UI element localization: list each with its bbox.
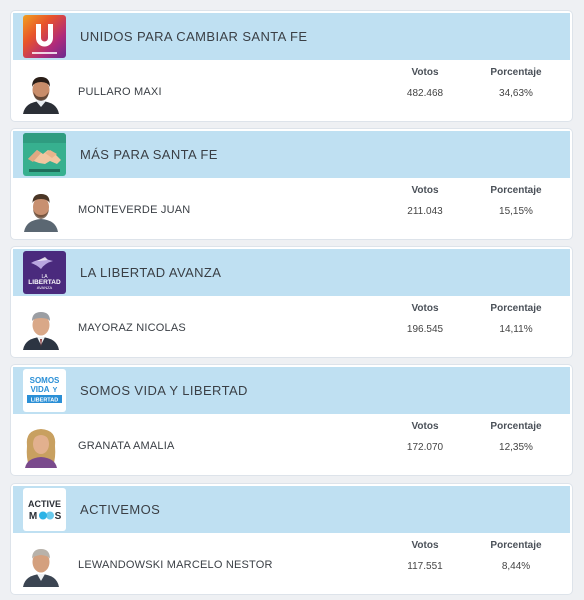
votos-value: 196.545 — [406, 324, 444, 335]
somos-vida-logo: SOMOS VIDA Y LIBERTAD — [23, 369, 66, 412]
party-header: SOMOS VIDA Y LIBERTAD SOMOS VIDA Y LIBER… — [13, 367, 570, 414]
votos-value: 117.551 — [407, 561, 443, 572]
logo-text: SOMOS — [30, 376, 60, 385]
votos-value: 482.468 — [406, 88, 444, 99]
logo-text: LIBERTAD — [28, 279, 61, 286]
candidate-photo — [19, 188, 63, 232]
candidate-name: PULLARO MAXI — [78, 86, 162, 98]
party-header: LA LIBERTAD AVANZA LA LIBERTAD AVANZA — [13, 249, 570, 296]
candidate-photo — [19, 306, 63, 350]
porcentaje-header: Porcentaje — [490, 303, 542, 314]
votos-header: Votos — [411, 185, 439, 196]
votos-header: Votos — [411, 67, 439, 78]
logo-text: VIDA — [30, 385, 49, 394]
party-name: SOMOS VIDA Y LIBERTAD — [80, 383, 248, 398]
logo-text: LA — [41, 274, 48, 280]
porcentaje-value: 15,15% — [499, 206, 533, 217]
porcentaje-header: Porcentaje — [490, 67, 542, 78]
party-header: MÁS PARA SANTA FE — [13, 131, 570, 178]
candidate-name: MAYORAZ NICOLAS — [78, 322, 186, 334]
candidate-photo — [19, 70, 63, 114]
logo-text: AVANZA — [37, 285, 53, 290]
result-card: ACTIVE M S ACTIVEMOS LEWANDOWSKI MARCELO… — [11, 484, 572, 594]
votos-header: Votos — [411, 303, 439, 314]
result-card: SOMOS VIDA Y LIBERTAD SOMOS VIDA Y LIBER… — [11, 365, 572, 475]
party-name: LA LIBERTAD AVANZA — [80, 265, 222, 280]
party-name: UNIDOS PARA CAMBIAR SANTA FE — [80, 29, 308, 44]
porcentaje-value: 14,11% — [499, 324, 533, 335]
logo-text: S — [55, 511, 62, 522]
porcentaje-value: 8,44% — [501, 561, 531, 572]
unidos-u-logo — [23, 15, 66, 58]
result-card: LA LIBERTAD AVANZA LA LIBERTAD AVANZA MA… — [11, 247, 572, 357]
result-card: MÁS PARA SANTA FE MONTEVERDE JUAN Votos … — [11, 129, 572, 239]
logo-text: Y — [53, 387, 58, 394]
votos-value: 211.043 — [407, 206, 443, 217]
votos-header: Votos — [411, 540, 439, 551]
votos-header: Votos — [411, 421, 439, 432]
votos-value: 172.070 — [406, 442, 444, 453]
candidate-name: MONTEVERDE JUAN — [78, 204, 191, 216]
porcentaje-value: 12,35% — [499, 442, 533, 453]
party-name: MÁS PARA SANTA FE — [80, 147, 218, 162]
candidate-name: GRANATA AMALIA — [78, 440, 175, 452]
party-header: UNIDOS PARA CAMBIAR SANTA FE — [13, 13, 570, 60]
logo-text: M — [29, 511, 37, 522]
candidate-photo — [19, 543, 63, 587]
porcentaje-value: 34,63% — [499, 88, 533, 99]
activemos-logo: ACTIVE M S — [23, 488, 66, 531]
party-name: ACTIVEMOS — [80, 502, 161, 517]
porcentaje-header: Porcentaje — [490, 421, 542, 432]
porcentaje-header: Porcentaje — [490, 540, 542, 551]
libertad-avanza-logo: LA LIBERTAD AVANZA — [23, 251, 66, 294]
porcentaje-header: Porcentaje — [490, 185, 542, 196]
candidate-photo — [19, 424, 63, 468]
logo-text: ACTIVE — [28, 499, 61, 509]
handshake-logo — [23, 133, 66, 176]
candidate-name: LEWANDOWSKI MARCELO NESTOR — [78, 559, 273, 571]
logo-text: LIBERTAD — [31, 398, 58, 404]
result-card: UNIDOS PARA CAMBIAR SANTA FE PULLARO MAX… — [11, 11, 572, 121]
party-header: ACTIVE M S ACTIVEMOS — [13, 486, 570, 533]
